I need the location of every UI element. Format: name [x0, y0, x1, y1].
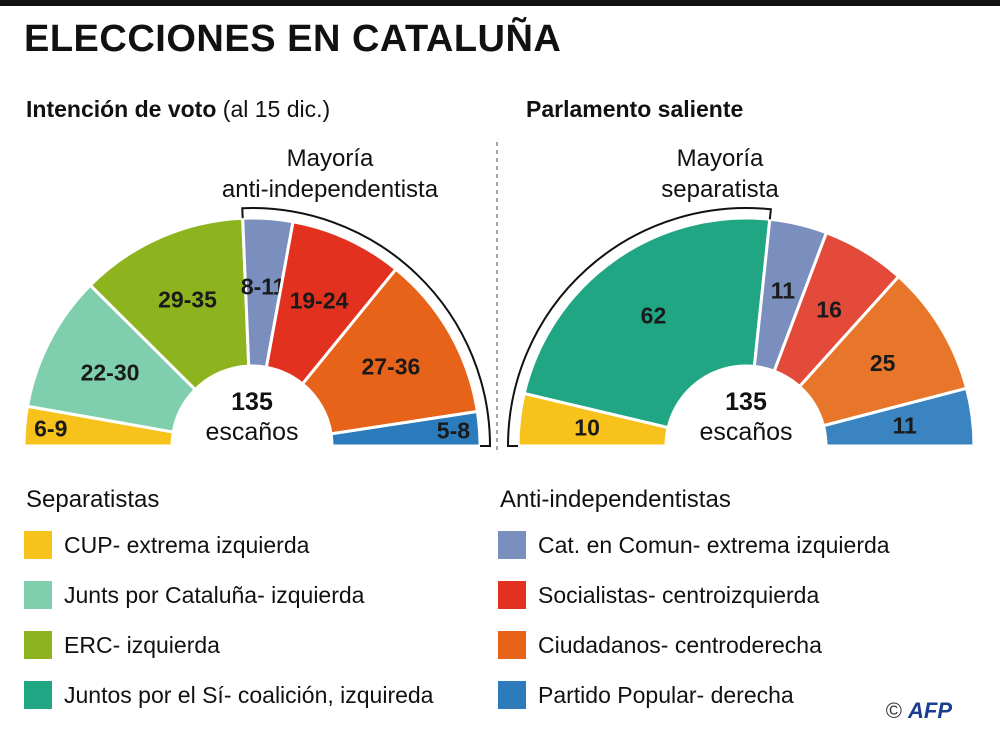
legend-party-desc: - izquierda: [112, 631, 220, 658]
legend-item-anti-1: Socialistas - centroizquierda: [498, 570, 890, 620]
afp-credit: © AFP: [886, 698, 952, 724]
chart2-subtitle: Parlamento saliente: [526, 96, 743, 123]
legend-party-desc: - extrema izquierda: [112, 531, 310, 558]
legend-swatch: [498, 631, 526, 659]
chart2-subtitle-bold: Parlamento saliente: [526, 96, 744, 122]
legend-party-desc: - derecha: [696, 681, 794, 708]
chart2-slice-label-5: 11: [893, 413, 918, 439]
legend-heading-anti: Anti-independentistas: [500, 486, 731, 513]
page-title: ELECCIONES EN CATALUÑA: [24, 18, 562, 60]
legend-party-name: Cat. en Comun: [538, 531, 693, 558]
chart1-majority-label-line-0: Mayoría: [287, 145, 374, 172]
chart1-slice-label-0: 6-9: [34, 415, 67, 441]
legend-party-name: ERC: [64, 631, 113, 658]
legend-swatch: [498, 681, 526, 709]
legend-item-anti-3: Partido Popular - derecha: [498, 670, 890, 720]
chart2-majority-bracket: [506, 207, 772, 447]
legend-anti-independentistas: Cat. en Comun - extrema izquierda Sociali…: [498, 520, 890, 720]
legend-swatch: [24, 681, 52, 709]
chart2-total-label: escaños: [699, 418, 792, 446]
chart2-total-seats: 135: [725, 388, 767, 416]
chart1-subtitle-bold: Intención de voto: [26, 96, 217, 122]
legend-party-name: Juntos por el Sí: [64, 681, 224, 708]
legend-item-sep-2: ERC - izquierda: [24, 620, 433, 670]
legend-swatch: [498, 581, 526, 609]
legend-swatch: [24, 531, 52, 559]
legend-party-name: Ciudadanos: [538, 631, 661, 658]
legend-item-anti-0: Cat. en Comun - extrema izquierda: [498, 520, 890, 570]
chart2-slice-label-1: 62: [641, 302, 667, 328]
chart2-majority-label-line-1: separatista: [661, 176, 779, 203]
chart1-slice-label-6: 5-8: [437, 418, 470, 444]
chart1-slice-label-4: 19-24: [290, 288, 349, 314]
legend-swatch: [24, 631, 52, 659]
legend-party-desc: - centroderecha: [660, 631, 822, 658]
legend-party-desc: - centroizquierda: [647, 581, 820, 608]
legend-item-sep-1: Junts por Cataluña - izquierda: [24, 570, 433, 620]
chart1-total-seats: 135: [231, 388, 273, 416]
chart1-slice-1: [25, 283, 198, 434]
chart1-slice-label-2: 29-35: [158, 287, 217, 313]
chart1-majority-label-line-1: anti-independentista: [222, 176, 439, 203]
chart2-majority-label-line-0: Mayoría: [677, 145, 764, 172]
legend-party-name: Partido Popular: [538, 681, 697, 708]
chart1-slice-label-1: 22-30: [81, 359, 140, 385]
chart1-slice-5: [300, 267, 480, 436]
chart1-total-label: escaños: [205, 418, 298, 446]
chart1-subtitle-rest: (al 15 dic.): [216, 96, 331, 122]
chart2-slice-label-3: 16: [816, 296, 842, 322]
chart1-majority-bracket: [241, 207, 492, 447]
chart1-slice-2: [88, 216, 251, 392]
chart1-subtitle: Intención de voto (al 15 dic.): [26, 96, 330, 123]
legend-item-sep-3: Juntos por el Sí - coalición, izquireda: [24, 670, 433, 720]
legend-party-desc: - extrema izquierda: [692, 531, 890, 558]
legend-swatch: [498, 531, 526, 559]
chart1-slice-label-5: 27-36: [361, 354, 420, 380]
chart2-slice-label-0: 10: [574, 414, 600, 440]
chart2-slice-label-4: 25: [870, 350, 896, 376]
legend-item-sep-0: CUP - extrema izquierda: [24, 520, 433, 570]
legend-party-desc: - izquierda: [257, 581, 365, 608]
top-rule: [0, 0, 1000, 6]
legend-heading-separatistas: Separatistas: [26, 486, 160, 513]
legend-party-name: Junts por Cataluña: [64, 581, 258, 608]
legend-separatistas: CUP - extrema izquierda Junts por Cataluñ…: [24, 520, 433, 720]
chart2-slice-label-2: 11: [771, 277, 796, 303]
legend-swatch: [24, 581, 52, 609]
chart2-slice-1: [522, 216, 772, 430]
copyright-symbol: ©: [885, 698, 902, 723]
legend-item-anti-2: Ciudadanos - centroderecha: [498, 620, 890, 670]
legend-party-name: CUP: [64, 531, 113, 558]
legend-party-name: Socialistas: [538, 581, 648, 608]
legend-party-desc: - coalición, izquireda: [223, 681, 434, 708]
afp-logo-text: AFP: [908, 698, 952, 723]
